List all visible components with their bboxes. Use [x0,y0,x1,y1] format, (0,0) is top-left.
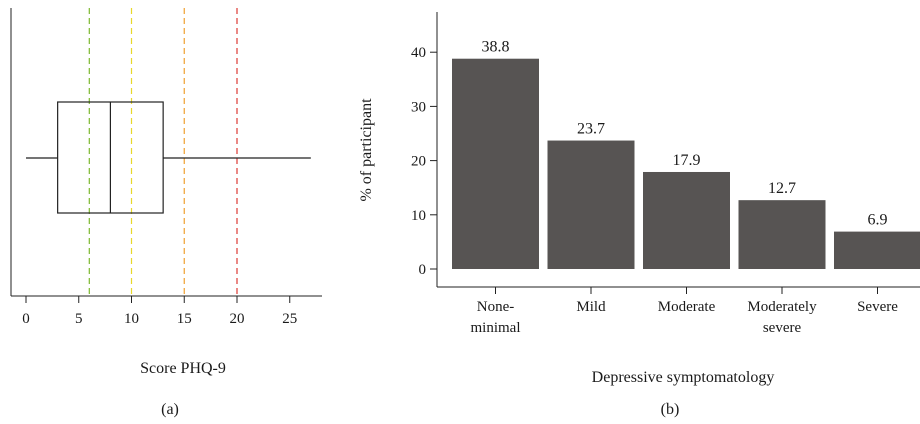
y-tick-label: 20 [411,154,426,170]
x-tick-label-line: Moderate [658,299,716,315]
y-tick-label: 10 [411,208,426,224]
x-tick-label-line: None- [477,299,515,315]
x-tick-label: Moderate [658,299,716,315]
y-tick-label: 40 [411,45,426,61]
y-tick-label: 0 [419,262,427,278]
x-tick-label-line: minimal [471,320,521,336]
x-tick-label-line: Severe [857,299,898,315]
x-tick-label: 5 [75,311,83,327]
x-tick-label: Mild [576,299,606,315]
bar-value-label: 12.7 [768,180,796,197]
bar-value-label: 6.9 [868,212,888,229]
x-tick-label-line: Moderately [747,299,817,315]
x-tick-label: 15 [177,311,192,327]
boxplot [26,101,311,214]
x-tick-label: 10 [124,311,139,327]
bar-chart-x-ticks: None-minimal Mild Moderate Moderately severe… [471,287,898,336]
x-tick-label-line: Mild [576,299,606,315]
bar [738,200,826,269]
bar [452,58,539,270]
bar [834,231,920,269]
cutoff-lines [88,8,238,296]
bar-value-label: 23.7 [577,121,605,138]
panel-label-a: (a) [161,401,179,418]
bar [643,171,730,269]
bar-value-labels: 38.8 23.7 17.9 12.7 6.9 [482,39,888,229]
y-tick-label: 30 [411,99,426,115]
x-tick-label: 0 [22,311,30,327]
bar-value-label: 17.9 [673,152,701,169]
bar-chart-axes [436,12,920,288]
boxplot-panel: 0 5 10 15 20 25 Score PHQ-9 (a) [10,8,322,418]
boxplot-x-axis-label: Score PHQ-9 [140,360,226,377]
bar [547,140,635,269]
bar-value-label: 38.8 [482,39,510,56]
panel-label-b: (b) [661,401,680,418]
boxplot-axes [10,8,322,297]
x-tick-label: 20 [230,311,245,327]
boxplot-x-ticks: 0 5 10 15 20 25 [22,296,297,327]
x-tick-label: None-minimal [471,299,521,336]
bar-chart-y-axis-label: % of participant [358,98,375,202]
x-tick-label: Moderately severe [747,299,817,336]
bar-chart-panel: 38.8 23.7 17.9 12.7 6.9 0 10 20 30 40 None-minim… [358,12,920,418]
bar-chart-x-axis-label: Depressive symptomatology [592,369,775,386]
x-tick-label: 25 [282,311,297,327]
x-tick-label: Severe [857,299,898,315]
x-tick-label-line: severe [763,320,802,336]
bar-series [452,58,920,270]
bar-chart-y-ticks: 0 10 20 30 40 [411,45,437,278]
